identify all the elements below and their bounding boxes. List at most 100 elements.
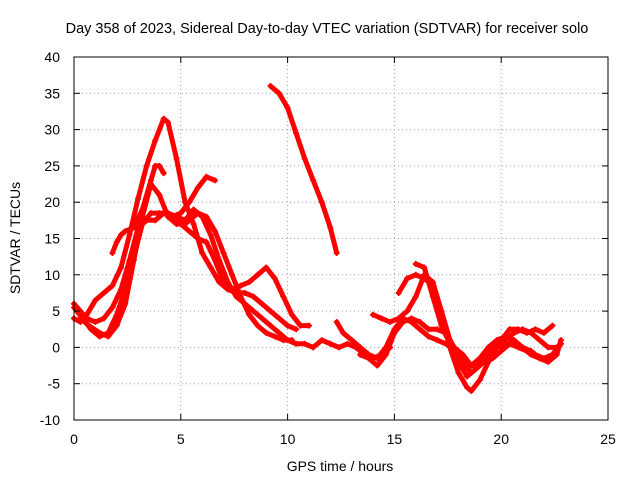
data-point (224, 279, 231, 286)
data-point (370, 311, 377, 318)
data-point (271, 275, 278, 282)
data-point (117, 264, 124, 271)
data-point (207, 231, 214, 238)
data-point (310, 177, 317, 184)
data-point (199, 250, 206, 257)
data-point (207, 264, 214, 271)
data-point (122, 228, 129, 235)
data-point (404, 275, 411, 282)
data-point (468, 387, 475, 394)
data-point (545, 344, 552, 351)
data-point (523, 329, 530, 336)
data-point (476, 355, 483, 362)
data-point (267, 308, 274, 315)
data-point (254, 271, 261, 278)
data-point (96, 329, 103, 336)
data-point (203, 213, 210, 220)
data-point (258, 315, 265, 322)
data-point (408, 315, 415, 322)
data-point (404, 308, 411, 315)
data-point (288, 337, 295, 344)
data-point (515, 326, 522, 333)
data-point (276, 329, 283, 336)
data-point (203, 239, 210, 246)
y-axis-label: SDTVAR / TECUs (7, 182, 23, 294)
data-point (194, 210, 201, 217)
data-point (297, 322, 304, 329)
data-point (335, 344, 342, 351)
data-point (293, 340, 300, 347)
data-point (246, 279, 253, 286)
data-point (220, 250, 227, 257)
data-point (412, 293, 419, 300)
data-point (515, 344, 522, 351)
data-point (446, 340, 453, 347)
x-tick-label: 5 (177, 431, 185, 447)
data-point (211, 228, 218, 235)
data-point (156, 210, 163, 217)
data-point (130, 224, 137, 231)
x-tick-label: 10 (280, 431, 296, 447)
y-tick-labels: -10 -5 0 5 10 15 20 25 30 35 40 (40, 49, 60, 428)
data-point (267, 83, 274, 90)
data-point (391, 329, 398, 336)
data-point (301, 155, 308, 162)
data-point (190, 213, 197, 220)
y-tick-label: 25 (44, 158, 60, 174)
data-point (545, 358, 552, 365)
data-point (113, 322, 120, 329)
y-tick-label: 20 (44, 194, 60, 210)
data-point (421, 264, 428, 271)
data-point (203, 173, 210, 180)
data-point (173, 220, 180, 227)
y-tick-label: -10 (40, 412, 60, 428)
data-point (284, 322, 291, 329)
data-point (425, 333, 432, 340)
x-axis-label: GPS time / hours (287, 458, 394, 474)
data-point (186, 228, 193, 235)
data-point (333, 250, 340, 257)
data-point (147, 210, 154, 217)
data-point (267, 322, 274, 329)
data-point (395, 315, 402, 322)
y-tick-label: 5 (52, 303, 60, 319)
data-point (549, 351, 556, 358)
data-point (523, 348, 530, 355)
data-point (173, 155, 180, 162)
series-line-arc-10 (370, 272, 555, 379)
x-tick-label: 25 (600, 431, 616, 447)
data-point (378, 315, 385, 322)
data-point (464, 373, 471, 380)
data-point (493, 344, 500, 351)
data-point (109, 250, 116, 257)
data-point (357, 351, 364, 358)
data-point (288, 311, 295, 318)
data-point (164, 119, 171, 126)
data-point (280, 337, 287, 344)
data-point (135, 195, 142, 202)
data-point (276, 90, 283, 97)
data-point (250, 308, 257, 315)
data-point (109, 304, 116, 311)
data-point (229, 271, 236, 278)
y-tick-label: 10 (44, 267, 60, 283)
data-point (532, 351, 539, 358)
data-point (429, 293, 436, 300)
data-point (558, 340, 565, 347)
data-point (100, 289, 107, 296)
data-point (532, 326, 539, 333)
data-point (169, 213, 176, 220)
data-point (489, 355, 496, 362)
data-point (126, 231, 133, 238)
data-point (254, 322, 261, 329)
data-point (250, 293, 257, 300)
data-point (117, 231, 124, 238)
data-point (540, 355, 547, 362)
data-point (417, 318, 424, 325)
data-point (438, 322, 445, 329)
data-point (549, 322, 556, 329)
y-tick-label: 0 (52, 339, 60, 355)
data-point (160, 170, 167, 177)
data-point (481, 358, 488, 365)
